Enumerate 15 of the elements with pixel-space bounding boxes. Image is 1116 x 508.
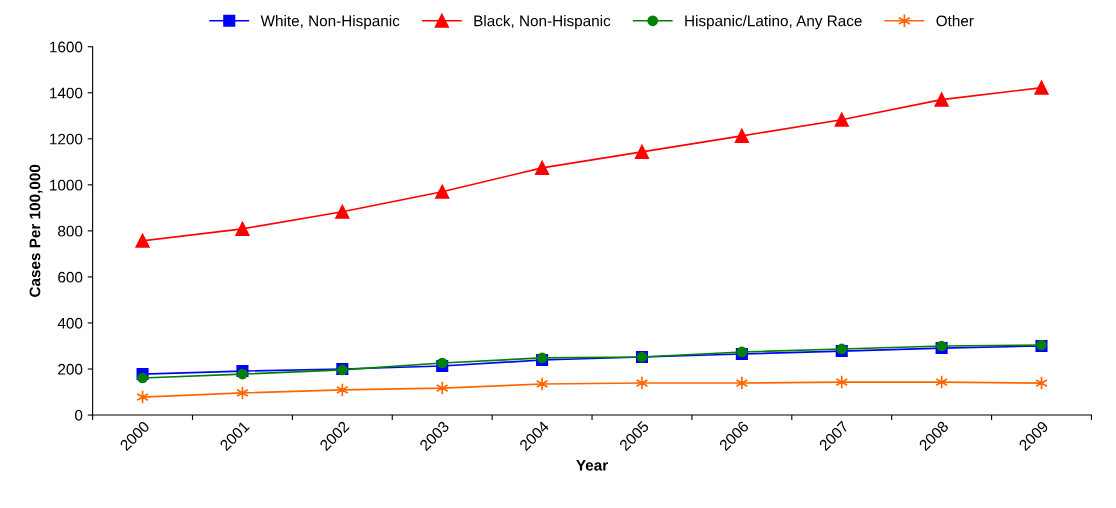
y-tick-label: 1200 xyxy=(50,133,83,145)
legend-label: White, Non-Hispanic xyxy=(260,15,400,30)
y-tick-label: 1600 xyxy=(50,41,83,53)
y-tick-label: 600 xyxy=(58,271,83,283)
legend-label: Other xyxy=(936,15,974,27)
y-tick-label: 200 xyxy=(58,363,83,375)
y-tick-label: 0 xyxy=(75,409,83,421)
legend-label: Hispanic/Latino, Any Race xyxy=(685,15,862,30)
legend-label: Black, Non-Hispanic xyxy=(474,15,611,30)
y-tick-label: 800 xyxy=(58,225,83,237)
y-tick-label: 1400 xyxy=(50,87,83,99)
x-axis-title: Year xyxy=(576,459,608,471)
y-axis-title: Cases Per 100,000 xyxy=(29,164,43,297)
y-tick-label: 400 xyxy=(57,317,83,329)
y-tick-label: 1000 xyxy=(50,179,83,191)
